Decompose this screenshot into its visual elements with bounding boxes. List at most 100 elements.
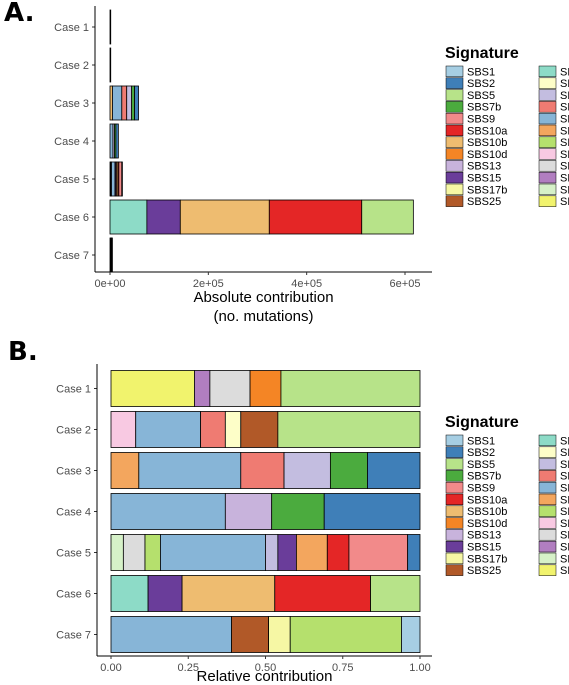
- bar-segment-sbs89: [209, 370, 251, 407]
- x-tick-label: 1.00: [409, 662, 430, 674]
- legend-label: SBS1: [467, 66, 495, 78]
- legend-key: [538, 434, 557, 447]
- legend-key: [445, 124, 464, 137]
- bar-segment-sbs44: [295, 534, 328, 571]
- legend-key: [445, 517, 464, 529]
- bar-case-3: [110, 452, 421, 489]
- legend-label: SBS5: [467, 90, 495, 102]
- bar-segment-sbs10a: [326, 534, 350, 571]
- legend-key: [538, 505, 557, 517]
- x-tick-label: 0.50: [255, 662, 276, 674]
- legend-key: [538, 148, 557, 160]
- legend-key: [538, 529, 557, 541]
- legend-label: SBS87: [560, 149, 569, 161]
- category-label: Case 5: [56, 548, 91, 560]
- legend-label: SBS32: [560, 78, 569, 90]
- legend-key: [538, 564, 557, 576]
- bar-case-1: [109, 9, 112, 45]
- legend-label: SBS84: [560, 506, 569, 518]
- legend-label: SBS44: [560, 125, 569, 137]
- legend-item-sbs44: SBS44: [538, 493, 569, 506]
- bar-segment-sbs93: [110, 534, 124, 571]
- legend-key: [538, 77, 557, 89]
- chart-panel-b: Case 1 Case 2 Case 3 Case 4 Case 5 Case 6 Case…: [56, 364, 569, 685]
- legend-label: SBS25: [467, 196, 501, 208]
- bar-segment-sbs2: [115, 123, 119, 159]
- legend-label: SBS32: [560, 447, 569, 459]
- category-label: Case 6: [56, 589, 91, 601]
- x-axis-label-line2: (no. mutations): [213, 308, 313, 325]
- legend-item-sbs10d: SBS10d: [445, 517, 507, 530]
- legend-label: SBS93: [560, 184, 569, 196]
- legend-b: SignatureSBS1SBS2SBS5SBS7bSBS9SBS10aSBS1…: [445, 414, 569, 577]
- bar-segment-sbs94: [110, 370, 195, 407]
- legend-label: SBS44: [560, 494, 569, 506]
- legend-label: SBS84: [560, 137, 569, 149]
- legend-key: [538, 65, 557, 78]
- legend-item-sbs32: SBS32: [538, 446, 569, 459]
- bar-segment-sbs10a: [268, 199, 363, 235]
- bar-segment-sbs10a: [274, 575, 371, 612]
- legend-label: SBS39: [560, 471, 569, 483]
- legend-item-sbs15: SBS15: [445, 540, 501, 554]
- bar-segment-sbs10b: [179, 199, 270, 235]
- legend-key: [538, 552, 557, 565]
- x-tick-label: 4e+05: [291, 278, 322, 290]
- legend-item-sbs32: SBS32: [538, 77, 569, 90]
- bar-segment-sbs39: [240, 452, 285, 489]
- legend-item-sbs40: SBS40: [538, 112, 569, 126]
- bar-segment-sbs5: [280, 370, 421, 407]
- legend-label: SBS15: [467, 542, 501, 554]
- legend-label: SBS10b: [467, 137, 507, 149]
- legend-label: SBS2: [467, 447, 495, 459]
- bar-segment-sbs10d: [249, 370, 282, 407]
- category-label: Case 1: [54, 22, 89, 34]
- bar-segment-sbs40: [112, 85, 123, 121]
- legend-item-sbs25: SBS25: [445, 564, 501, 577]
- bar-segment-sbs39: [200, 411, 226, 448]
- legend-label: SBS87: [560, 518, 569, 530]
- bar-segment-sbs2: [121, 161, 123, 197]
- bar-segment-sbs25: [240, 411, 279, 448]
- legend-key: [538, 183, 557, 196]
- bar-segment-sbs2: [134, 85, 139, 121]
- bar-segment-sbs34: [283, 452, 331, 489]
- legend-key: [445, 65, 464, 78]
- legend-key: [445, 470, 464, 482]
- bar-segment-sbs7b: [271, 493, 325, 530]
- bar-segment-sbs1: [111, 237, 113, 273]
- legend-label: SBS10a: [467, 125, 508, 137]
- legend-key: [538, 101, 557, 113]
- legend-key: [445, 458, 464, 470]
- bar-segment-sbs15: [146, 199, 181, 235]
- legend-item-sbs7b: SBS7b: [445, 101, 501, 114]
- bar-segment-sbs15: [277, 534, 297, 571]
- legend-label: SBS91: [560, 173, 569, 185]
- bar-segment-sbs40: [110, 493, 226, 530]
- category-label: Case 7: [56, 630, 91, 642]
- bar-segment-sbs40: [160, 534, 266, 571]
- legend-key: [538, 89, 557, 101]
- panel-label-b: B.: [8, 337, 38, 367]
- bar-segment-sbs15: [147, 575, 183, 612]
- legend-key: [445, 446, 464, 458]
- legend-item-sbs44: SBS44: [538, 124, 569, 137]
- legend-item-sbs87: SBS87: [538, 517, 569, 530]
- legend-item-sbs9: SBS9: [445, 481, 495, 495]
- legend-label: SBS39: [560, 102, 569, 114]
- bar-segment-sbs32: [224, 411, 242, 448]
- bar-segment-sbs7b: [329, 452, 368, 489]
- bar-segment-sbs1: [401, 616, 421, 653]
- bar-segment-sbs5: [370, 575, 421, 612]
- legend-item-sbs2: SBS2: [445, 446, 495, 459]
- legend-label: SBS10b: [467, 506, 507, 518]
- legend-key: [538, 160, 557, 172]
- legend-item-sbs39: SBS39: [538, 101, 569, 114]
- legend-key: [538, 470, 557, 482]
- bar-case-5: [109, 161, 123, 197]
- legend-key: [445, 505, 464, 517]
- bar-case-6: [110, 575, 421, 612]
- x-axis-label: Relative contribution: [197, 668, 333, 685]
- bar-segment-sbs91: [194, 370, 211, 407]
- legend-key: [445, 552, 464, 565]
